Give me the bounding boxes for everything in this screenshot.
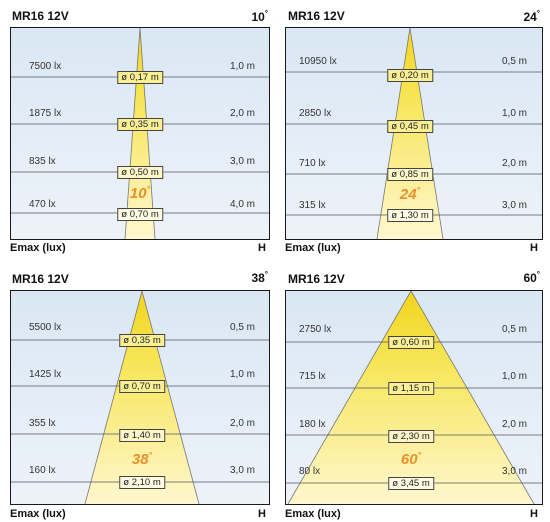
emax-label: Emax (lux): [285, 508, 341, 520]
beam-diameter: ø 0,70 m: [117, 208, 163, 221]
beam-cone-shape: [85, 291, 199, 504]
beam-diagram-box: 7500 lx 1875 lx 835 lx 470 lx ø 0,17 m ø…: [10, 27, 270, 240]
distance-value: 1,0 m: [501, 371, 527, 382]
lux-value: 2850 lx: [299, 108, 332, 119]
lux-value: 5500 lx: [29, 322, 62, 333]
emax-label: Emax (lux): [10, 508, 66, 520]
beam-diameter: ø 1,15 m: [388, 382, 434, 395]
distance-value: 4,0 m: [229, 199, 255, 210]
beam-diameter: ø 0,17 m: [117, 71, 163, 84]
beam-diameter: ø 3,45 m: [388, 477, 434, 490]
panel-title: MR16 12V: [288, 9, 345, 23]
panel-angle: 38°: [251, 270, 268, 285]
distance-value: 3,0 m: [501, 200, 527, 211]
panel-angle: 10°: [251, 9, 268, 24]
beam-diameter: ø 0,85 m: [387, 168, 433, 181]
distance-value: 2,0 m: [229, 108, 255, 119]
beam-diameter: ø 2,10 m: [119, 476, 165, 489]
lux-value: 2750 lx: [299, 324, 332, 335]
beam-cone-shape: [288, 291, 534, 504]
beam-angle-label: 24°: [399, 185, 421, 203]
beam-cone-shape: [377, 28, 443, 239]
h-label: H: [530, 508, 538, 520]
lux-value: 1875 lx: [29, 108, 62, 119]
lux-value: 10950 lx: [299, 56, 337, 67]
panel-title: MR16 12V: [288, 272, 345, 286]
panel-angle: 60°: [523, 270, 540, 285]
h-label: H: [530, 242, 538, 254]
distance-value: 2,0 m: [229, 418, 255, 429]
distance-value: 1,0 m: [501, 108, 527, 119]
beam-diameter: ø 0,35 m: [117, 118, 163, 131]
panel-angle: 24°: [523, 9, 540, 24]
distance-value: 1,0 m: [229, 61, 255, 72]
distance-value: 0,5 m: [501, 324, 527, 335]
lux-value: 355 lx: [29, 418, 56, 429]
distance-value: 0,5 m: [501, 56, 527, 67]
beam-diameter: ø 1,40 m: [119, 429, 165, 442]
beam-diameter: ø 2,30 m: [388, 430, 434, 443]
beam-diameter: ø 0,20 m: [387, 69, 433, 82]
panel-title: MR16 12V: [12, 9, 69, 23]
beam-diameter: ø 0,50 m: [117, 166, 163, 179]
beam-cone-shape: [125, 28, 155, 239]
h-label: H: [258, 242, 266, 254]
emax-label: Emax (lux): [285, 242, 341, 254]
beam-diagram-box: 10950 lx 2850 lx 710 lx 315 lx ø 0,20 m …: [285, 27, 543, 240]
beam-angle-label: 38°: [131, 450, 153, 468]
beam-angle-label: 60°: [400, 450, 422, 468]
emax-label: Emax (lux): [10, 242, 66, 254]
distance-value: 0,5 m: [229, 322, 255, 333]
distance-value: 2,0 m: [501, 419, 527, 430]
panel-title: MR16 12V: [12, 272, 69, 286]
distance-value: 3,0 m: [501, 466, 527, 477]
beam-diameter: ø 0,35 m: [119, 334, 165, 347]
lux-value: 835 lx: [29, 156, 56, 167]
distance-value: 3,0 m: [229, 465, 255, 476]
lux-value: 160 lx: [29, 465, 56, 476]
distance-value: 3,0 m: [229, 156, 255, 167]
distance-value: 2,0 m: [501, 158, 527, 169]
beam-angle-label: 10°: [129, 184, 151, 202]
distance-value: 1,0 m: [229, 369, 255, 380]
lux-value: 715 lx: [299, 371, 326, 382]
beam-diagram-box: 5500 lx 1425 lx 355 lx 160 lx ø 0,35 m ø…: [10, 290, 270, 505]
h-label: H: [258, 508, 266, 520]
beam-diagram-box: 2750 lx 715 lx 180 lx 80 lx ø 0,60 m ø 1…: [285, 290, 543, 505]
lux-value: 470 lx: [29, 199, 56, 210]
lux-value: 1425 lx: [29, 369, 62, 380]
lux-value: 710 lx: [299, 158, 326, 169]
lux-value: 80 lx: [299, 466, 321, 477]
beam-diameter: ø 0,60 m: [388, 336, 434, 349]
lux-value: 7500 lx: [29, 61, 62, 72]
beam-diameter: ø 1,30 m: [387, 209, 433, 222]
lux-value: 315 lx: [299, 200, 326, 211]
beam-diameter: ø 0,45 m: [387, 120, 433, 133]
lux-value: 180 lx: [299, 419, 326, 430]
beam-diameter: ø 0,70 m: [119, 380, 165, 393]
